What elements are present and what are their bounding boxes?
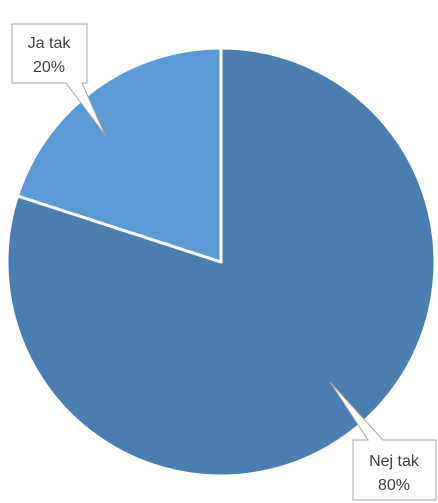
callout-nej-tak-value: 80% [378, 477, 410, 494]
callout-nej-tak: Nej tak 80% [329, 381, 437, 501]
callout-ja-tak: Ja tak 20% [11, 23, 106, 136]
callout-ja-tak-value: 20% [33, 59, 65, 76]
callout-ja-tak-label: Ja tak [28, 35, 72, 52]
pie-slices [5, 46, 437, 478]
pie-slice-ja-tak [15, 46, 223, 264]
callout-ja-tak-box [11, 23, 106, 136]
callout-nej-tak-box [329, 381, 437, 501]
callout-nej-tak-label: Nej tak [369, 453, 420, 470]
